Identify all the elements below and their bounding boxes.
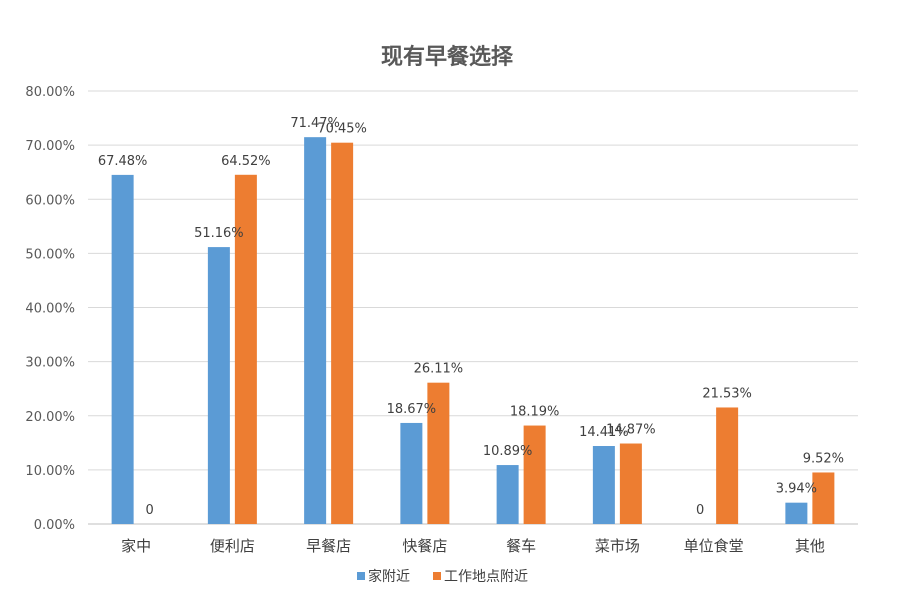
data-label: 14.87%	[606, 423, 656, 438]
x-tick-label: 快餐店	[402, 537, 447, 555]
x-tick-label: 单位食堂	[684, 537, 744, 555]
x-tick-label: 其他	[795, 537, 825, 555]
bar-work	[716, 407, 739, 524]
data-label: 70.45%	[317, 122, 367, 137]
data-label: 18.67%	[387, 402, 437, 417]
x-tick-label: 餐车	[506, 537, 536, 555]
bar-work	[523, 425, 546, 524]
bar-work	[331, 142, 354, 524]
bar-home	[304, 137, 327, 524]
y-tick-label: 50.00%	[25, 247, 75, 262]
x-tick-label: 菜市场	[595, 537, 640, 555]
bar-home	[496, 465, 519, 524]
bar-work	[812, 472, 835, 524]
y-tick-label: 70.00%	[25, 139, 75, 154]
y-tick-label: 60.00%	[25, 193, 75, 208]
bar-work	[234, 174, 257, 524]
data-label: 18.19%	[510, 405, 560, 420]
legend-label: 家附近	[368, 568, 410, 585]
chart-title: 现有早餐选择	[381, 44, 514, 70]
legend-swatch	[357, 572, 365, 580]
data-label: 26.11%	[414, 362, 464, 377]
bar-home	[592, 446, 615, 524]
y-tick-label: 0.00%	[34, 518, 75, 533]
data-label: 0	[696, 503, 704, 518]
bar-home	[785, 502, 808, 524]
bar-home	[111, 174, 134, 525]
y-axis: 0.00% 10.00% 20.00% 30.00% 40.00% 50.00% 60.00…	[25, 85, 75, 533]
data-label: 71.47%	[290, 116, 340, 131]
x-tick-label: 家中	[121, 537, 151, 555]
x-tick-label: 早餐店	[306, 537, 351, 555]
x-axis: 家中 便利店 早餐店 快餐店 餐车 菜市场 单位食堂 其他	[121, 537, 825, 555]
data-label: 14.41%	[579, 425, 629, 440]
legend: 家附近 工作地点附近	[357, 568, 528, 585]
data-label: 51.16%	[194, 226, 244, 241]
data-labels: 67.48% 0 51.16% 64.52% 71.47%70.45% 18.67% 26.…	[98, 116, 844, 518]
data-label: 3.94%	[776, 482, 817, 497]
legend-swatch	[433, 572, 441, 580]
bar-work	[427, 382, 450, 524]
y-tick-label: 20.00%	[25, 410, 75, 425]
bar-home	[207, 247, 230, 524]
data-label: 64.52%	[221, 154, 271, 169]
bar-home	[400, 422, 423, 524]
legend-label: 工作地点附近	[444, 569, 528, 585]
x-tick-label: 便利店	[210, 537, 255, 555]
data-label: 9.52%	[803, 451, 844, 466]
y-tick-label: 30.00%	[25, 356, 75, 371]
data-label: 21.53%	[702, 386, 752, 401]
data-label: 0	[145, 503, 153, 518]
y-tick-label: 10.00%	[25, 464, 75, 479]
gridlines	[88, 90, 858, 525]
y-tick-label: 80.00%	[25, 85, 75, 100]
data-label: 10.89%	[483, 444, 533, 459]
data-label: 67.48%	[98, 154, 148, 169]
bars	[111, 137, 835, 525]
y-tick-label: 40.00%	[25, 302, 75, 317]
bar-work	[619, 443, 642, 524]
